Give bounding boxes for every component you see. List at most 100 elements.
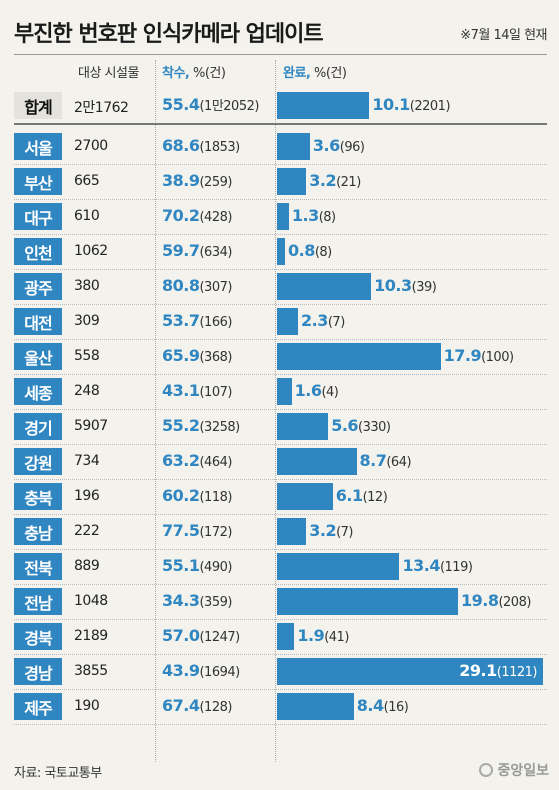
started-count: (490): [199, 560, 232, 575]
done-bar: [277, 413, 329, 440]
started-value: 34.3(359): [162, 591, 232, 610]
facilities-value: 2만1762: [74, 100, 129, 116]
facilities-value: 190: [74, 698, 100, 714]
facilities-value: 610: [74, 208, 100, 224]
done-pct: 13.4: [402, 556, 440, 575]
started-pct: 77.5: [162, 521, 200, 540]
facilities-value: 558: [74, 348, 100, 364]
done-bar: [277, 203, 289, 230]
started-count: (1694): [199, 665, 240, 680]
started-pct: 80.8: [162, 276, 200, 295]
started-value: 59.7(634): [162, 241, 232, 260]
done-pct: 1.6: [294, 381, 322, 400]
table-row: 울산 558 65.9(368) 17.9(100): [14, 339, 547, 375]
header-done-unit: %(건): [310, 66, 347, 81]
done-bar: [277, 92, 370, 119]
started-count: (428): [199, 210, 232, 225]
done-pct: 2.3: [301, 311, 328, 330]
done-pct: 6.1: [335, 486, 363, 505]
done-bar: [277, 273, 372, 300]
done-pct: 19.8: [460, 591, 499, 610]
done-value: 3.2(21): [309, 171, 361, 190]
done-pct: 1.3: [291, 206, 319, 225]
started-pct: 55.2: [162, 416, 200, 435]
table-row: 대전 309 53.7(166) 2.3(7): [14, 304, 547, 340]
table-row: 전북 889 55.1(490) 13.4(119): [14, 549, 547, 585]
done-bar: [277, 238, 285, 265]
region-label: 광주: [14, 273, 62, 300]
header-facilities: 대상 시설물: [78, 66, 139, 81]
started-value: 63.2(464): [162, 451, 232, 470]
table-row: 전남 1048 34.3(359) 19.8(208): [14, 584, 547, 620]
header-started-label: 착수,: [162, 66, 190, 81]
done-value: 10.1(2201): [372, 95, 450, 114]
started-value: 68.6(1853): [162, 136, 240, 155]
done-value: 10.3(39): [374, 276, 437, 295]
region-label: 제주: [14, 693, 62, 720]
started-pct: 55.1: [162, 556, 200, 575]
started-count: (307): [199, 280, 232, 295]
done-value: 1.6(4): [295, 381, 339, 400]
facilities-value: 196: [74, 488, 100, 504]
table-row: 세종 248 43.1(107) 1.6(4): [14, 374, 547, 410]
started-pct: 43.9: [162, 661, 200, 680]
done-bar: [277, 378, 292, 405]
region-label: 인천: [14, 238, 62, 265]
done-bar: [277, 623, 295, 650]
done-value: 3.2(7): [309, 521, 353, 540]
region-label: 대전: [14, 308, 62, 335]
started-pct: 67.4: [162, 696, 200, 715]
done-pct: 0.8: [288, 241, 315, 260]
started-value: 57.0(1247): [162, 626, 240, 645]
region-label: 대구: [14, 203, 62, 230]
logo-mark-icon: [479, 763, 494, 777]
done-count: (16): [383, 700, 409, 715]
done-count: (12): [362, 490, 388, 505]
chart-title: 부진한 번호판 인식카메라 업데이트: [14, 22, 324, 47]
started-count: (1853): [199, 140, 240, 155]
done-value: 29.1(1121): [459, 661, 537, 680]
started-value: 67.4(128): [162, 696, 232, 715]
started-value: 38.9(259): [162, 171, 232, 190]
column-divider-started: [155, 60, 156, 762]
started-pct: 70.2: [162, 206, 200, 225]
table-row: 서울 2700 68.6(1853) 3.6(96): [14, 129, 547, 165]
done-value: 0.8(8): [288, 241, 332, 260]
done-value: 17.9(100): [444, 346, 514, 365]
done-value: 1.3(8): [292, 206, 336, 225]
started-count: (634): [199, 245, 232, 260]
region-label: 서울: [14, 133, 62, 160]
done-value: 13.4(119): [402, 556, 472, 575]
done-bar: [277, 133, 310, 160]
table-row: 대구 610 70.2(428) 1.3(8): [14, 199, 547, 235]
started-value: 55.2(3258): [162, 416, 240, 435]
table-row: 경남 3855 43.9(1694) 29.1(1121): [14, 654, 547, 690]
done-bar: [277, 343, 441, 370]
started-count: (259): [199, 175, 232, 190]
started-pct: 65.9: [162, 346, 200, 365]
started-pct: 34.3: [162, 591, 200, 610]
facilities-value: 380: [74, 278, 100, 294]
done-count: (21): [336, 175, 361, 190]
started-pct: 59.7: [162, 241, 200, 260]
facilities-value: 889: [74, 558, 100, 574]
done-count: (8): [314, 245, 332, 260]
done-pct: 29.1: [459, 661, 497, 680]
started-value: 43.9(1694): [162, 661, 240, 680]
region-label: 합계: [14, 92, 62, 119]
done-count: (8): [318, 210, 336, 225]
column-divider-done: [275, 60, 276, 762]
region-label: 세종: [14, 378, 62, 405]
started-pct: 60.2: [162, 486, 200, 505]
started-value: 53.7(166): [162, 311, 232, 330]
region-label: 충북: [14, 483, 62, 510]
started-pct: 55.4: [162, 95, 200, 114]
table-row: 경북 2189 57.0(1247) 1.9(41): [14, 619, 547, 655]
done-value: 8.7(64): [360, 451, 412, 470]
started-value: 55.1(490): [162, 556, 232, 575]
facilities-value: 665: [74, 173, 100, 189]
table-row: 부산 665 38.9(259) 3.2(21): [14, 164, 547, 200]
done-bar: [277, 308, 299, 335]
region-label: 전북: [14, 553, 62, 580]
done-pct: 3.6: [312, 136, 340, 155]
